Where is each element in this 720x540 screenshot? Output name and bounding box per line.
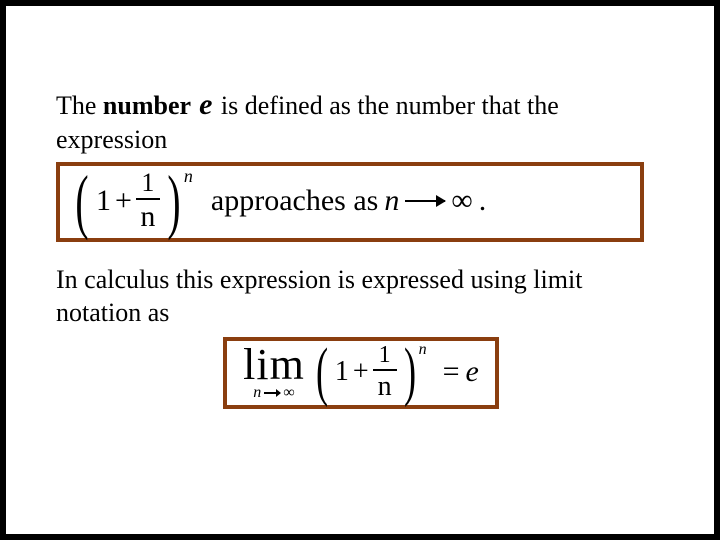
fraction-numerator: 1 — [137, 170, 158, 196]
result-e: e — [466, 355, 479, 389]
fraction-denominator: n — [136, 202, 159, 232]
lim-sub-var: n — [253, 385, 261, 401]
mini-arrow-icon — [264, 392, 280, 394]
base-group-2: 1 + 1 n — [333, 343, 399, 401]
limit-box-wrap: lim n ∞ ( 1 + 1 n — [56, 337, 666, 409]
base-group: 1 + 1 n — [94, 170, 162, 232]
definition-box: ( 1 + 1 n ) n approaches as n ∞ — [56, 162, 644, 242]
approach-var: n — [384, 184, 399, 218]
base-one-2: 1 — [335, 356, 349, 388]
lim-text: lim — [243, 343, 305, 387]
plus-sign: + — [115, 184, 132, 218]
approach-word: approaches as — [211, 184, 378, 218]
limit-box: lim n ∞ ( 1 + 1 n — [223, 337, 499, 409]
limit-operator: lim n ∞ — [243, 343, 305, 401]
infinity-symbol: ∞ — [451, 184, 472, 218]
intro-paragraph: The number e is defined as the number th… — [56, 86, 666, 156]
lim-subscript: n ∞ — [253, 385, 294, 401]
exponent-n-2: n — [419, 341, 427, 359]
period: . — [479, 184, 487, 218]
right-paren-icon: ) — [167, 171, 180, 231]
equals-sign: = — [443, 355, 460, 389]
fraction-denominator-2: n — [374, 373, 396, 401]
base-one: 1 — [96, 184, 111, 218]
fraction-2: 1 n — [373, 343, 397, 401]
expression-2: ( 1 + 1 n ) n — [311, 343, 427, 401]
approach-text: approaches as n ∞ . — [211, 184, 486, 218]
intro-prefix: The — [56, 91, 103, 120]
slide: The number e is defined as the number th… — [6, 6, 714, 534]
equals-e: = e — [443, 355, 479, 389]
intro-e: e — [199, 88, 212, 121]
content-area: The number e is defined as the number th… — [56, 86, 666, 409]
lim-sub-inf: ∞ — [283, 385, 294, 401]
exponent-n: n — [184, 166, 193, 187]
expression-1: ( 1 + 1 n ) n — [70, 170, 193, 232]
arrow-icon — [405, 200, 445, 202]
intro-bold: number — [103, 91, 197, 120]
fraction-numerator-2: 1 — [375, 343, 395, 367]
fraction: 1 n — [136, 170, 160, 232]
plus-sign-2: + — [353, 356, 369, 388]
calculus-paragraph: In calculus this expression is expressed… — [56, 264, 666, 329]
left-paren-icon: ( — [75, 171, 88, 231]
left-paren-icon: ( — [316, 344, 328, 400]
right-paren-icon: ) — [404, 344, 416, 400]
